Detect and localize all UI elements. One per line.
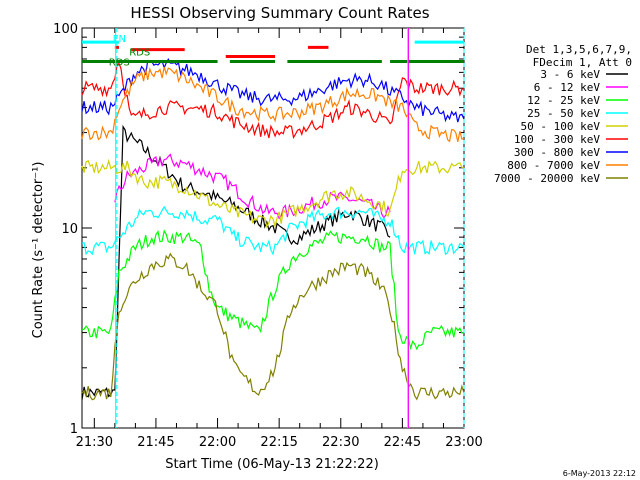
legend-entry-label: 800 - 7000 keV xyxy=(507,159,600,172)
legend-entry-label: 100 - 300 keV xyxy=(514,133,600,146)
legend-entry-label: 300 - 800 keV xyxy=(514,146,600,159)
series-line-6 xyxy=(81,57,465,123)
legend-entry-label: 3 - 6 keV xyxy=(540,68,600,81)
legend-header-line-1: Det 1,3,5,6,7,9, xyxy=(526,43,632,56)
legend-entry-label: 7000 - 20000 keV xyxy=(494,172,600,185)
series-line-3 xyxy=(81,205,465,256)
annotation-label: RDS xyxy=(109,57,130,68)
annotation-label: RDS xyxy=(129,47,150,58)
series-line-4 xyxy=(81,158,465,229)
legend-entry-label: 6 - 12 keV xyxy=(534,81,601,94)
x-tick-label: 21:45 xyxy=(137,435,174,450)
marker-layer xyxy=(82,28,465,428)
legend-entry-label: 12 - 25 keV xyxy=(527,94,600,107)
x-tick-label: 21:30 xyxy=(76,435,113,450)
x-tick-label: 22:00 xyxy=(199,435,236,450)
legend: Det 1,3,5,6,7,9, FDecim 1, Att 0 3 - 6 k… xyxy=(494,43,632,185)
x-tick-label: 22:30 xyxy=(322,435,359,450)
y-tick-label: 10 xyxy=(61,222,78,237)
series-line-1 xyxy=(114,153,391,220)
x-tick-label: 23:00 xyxy=(445,435,482,450)
series-line-8 xyxy=(81,252,465,401)
y-axis-label: Count Rate (s⁻¹ detector⁻¹) xyxy=(31,162,46,339)
x-tick-label: 22:45 xyxy=(384,435,421,450)
y-tick-label: 100 xyxy=(53,22,78,37)
series-line-2 xyxy=(81,229,465,351)
timestamp: 6-May-2013 22:12 xyxy=(563,469,636,478)
legend-header-line-2: FDecim 1, Att 0 xyxy=(533,56,632,69)
y-tick-label: 1 xyxy=(70,422,78,437)
label-layer: 1 10 100 21:30 21:45 22:00 22:15 22:30 22:45 23:0… xyxy=(53,22,483,450)
annotation-label: FN xyxy=(113,34,126,45)
series-layer xyxy=(81,40,465,401)
series-line-7 xyxy=(81,66,465,143)
series-line-5 xyxy=(81,62,465,140)
x-axis-label: Start Time (06-May-13 21:22:22) xyxy=(165,457,379,472)
legend-entry-label: 25 - 50 keV xyxy=(527,107,600,120)
legend-entry-label: 50 - 100 keV xyxy=(521,120,601,133)
x-tick-label: 22:15 xyxy=(260,435,297,450)
chart-title: HESSI Observing Summary Count Rates xyxy=(130,4,429,22)
